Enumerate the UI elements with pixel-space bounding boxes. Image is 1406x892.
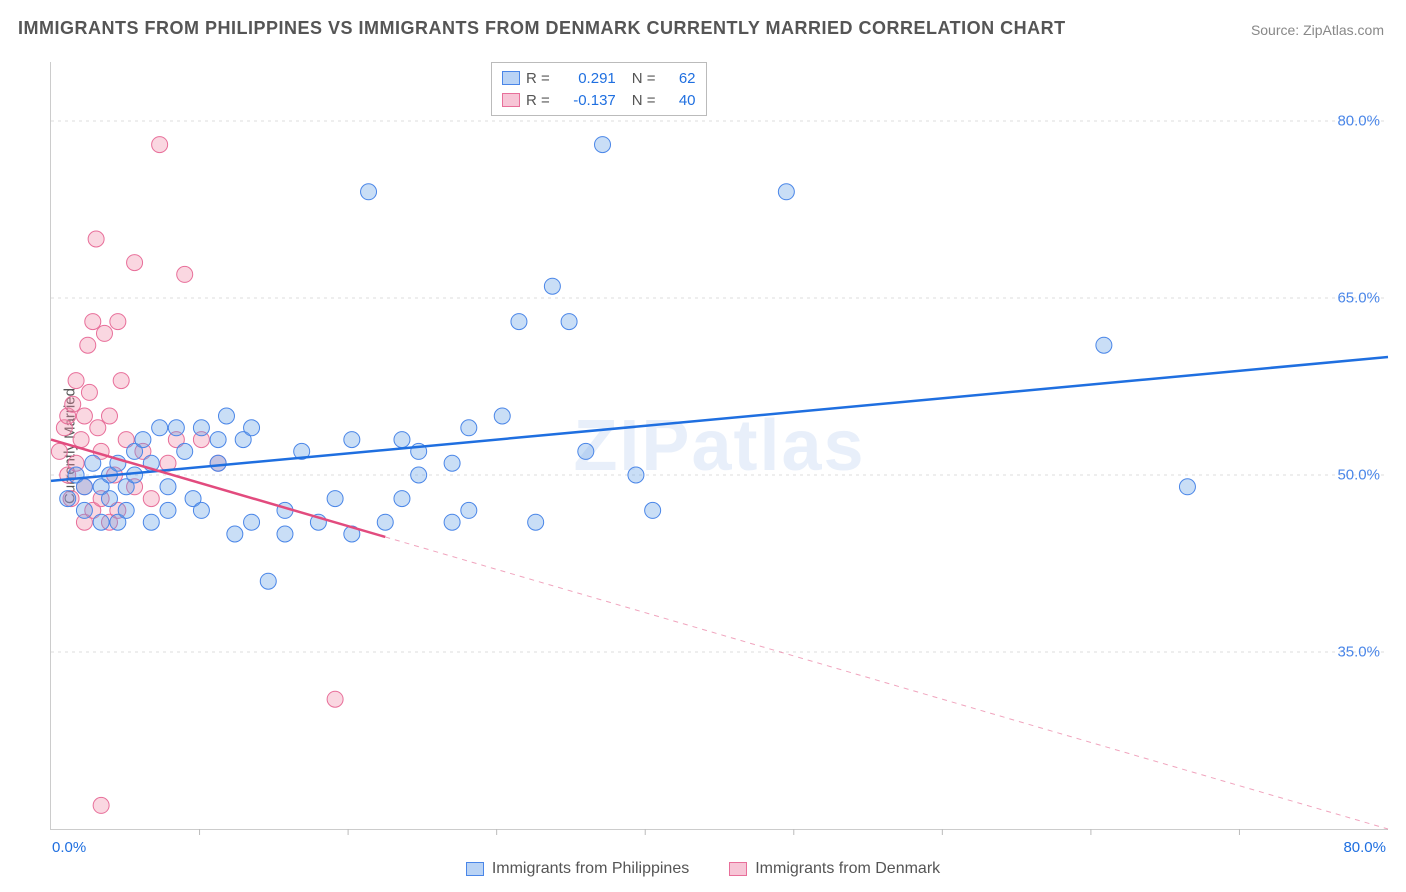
swatch-denmark <box>729 862 747 876</box>
chart-title: IMMIGRANTS FROM PHILIPPINES VS IMMIGRANT… <box>18 18 1066 39</box>
legend-item-philippines: Immigrants from Philippines <box>466 860 689 878</box>
y-tick-label: 80.0% <box>1337 113 1380 130</box>
stats-legend-row: R =0.291N =62 <box>502 67 696 89</box>
bottom-legend: Immigrants from Philippines Immigrants f… <box>0 860 1406 878</box>
y-tick-label: 50.0% <box>1337 467 1380 484</box>
legend-label-denmark: Immigrants from Denmark <box>755 860 940 878</box>
y-tick-label: 35.0% <box>1337 644 1380 661</box>
stats-legend: R =0.291N =62R =-0.137N =40 <box>491 62 707 116</box>
y-tick-label: 65.0% <box>1337 290 1380 307</box>
x-axis-min-label: 0.0% <box>52 839 86 856</box>
stats-legend-row: R =-0.137N =40 <box>502 89 696 111</box>
legend-item-denmark: Immigrants from Denmark <box>729 860 940 878</box>
x-axis-max-label: 80.0% <box>1343 839 1386 856</box>
swatch-philippines <box>466 862 484 876</box>
plot-area: ZIPatlas R =0.291N =62R =-0.137N =40 35.… <box>50 62 1388 830</box>
chart-svg <box>51 62 1388 829</box>
source-label: Source: ZipAtlas.com <box>1251 22 1384 38</box>
legend-label-philippines: Immigrants from Philippines <box>492 860 689 878</box>
